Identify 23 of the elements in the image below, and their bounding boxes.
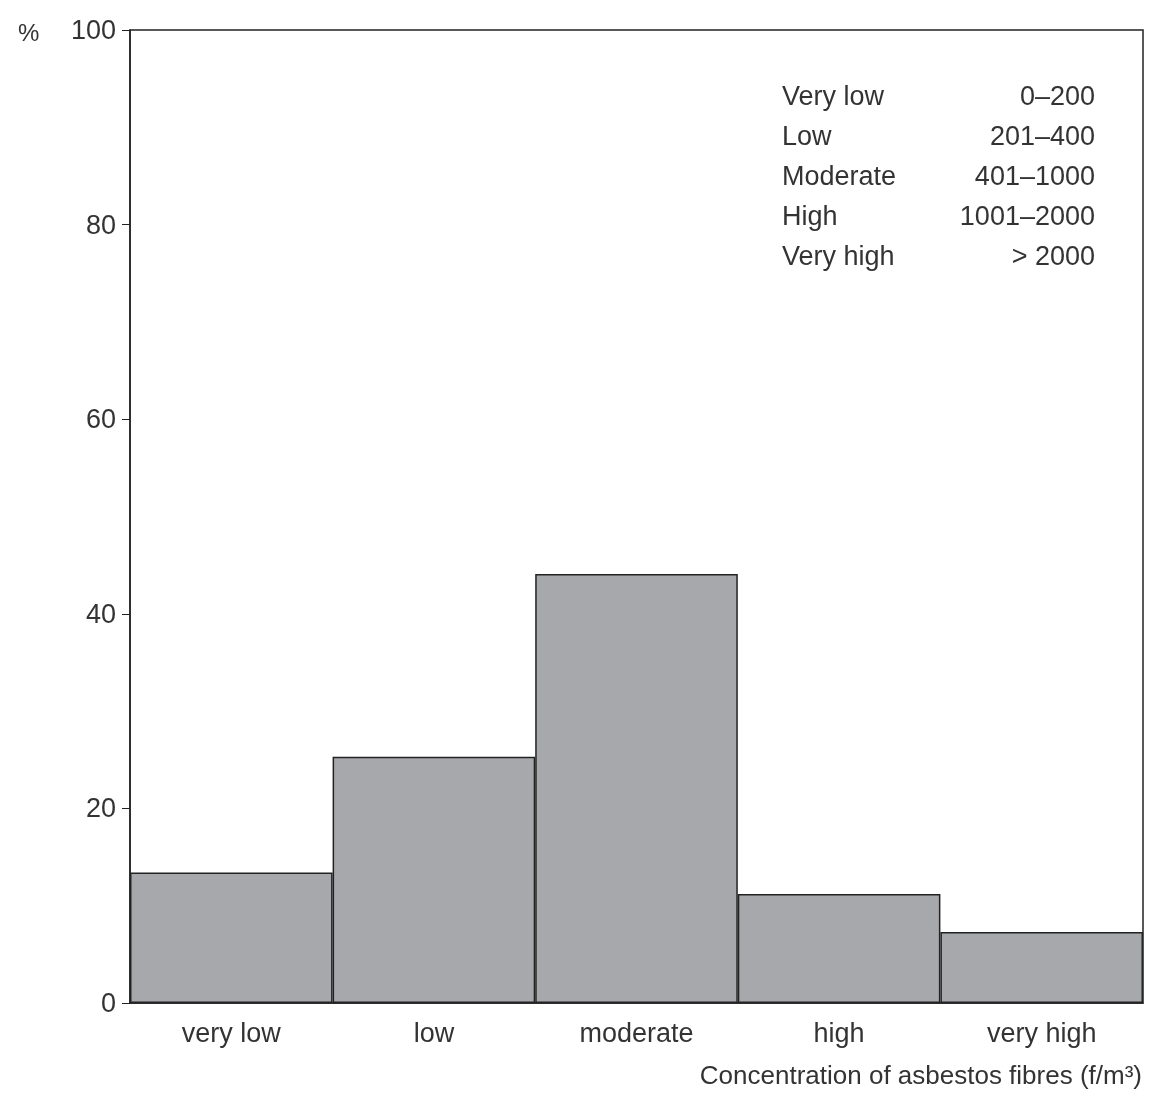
x-axis-title: Concentration of asbestos fibres (f/m³): [699, 1060, 1143, 1090]
y-tick-label: 100: [70, 15, 116, 45]
annotation: 201–400: [989, 120, 1095, 151]
annotation: Moderate: [782, 160, 897, 191]
y-tick-label: 20: [85, 793, 116, 824]
annotation: > 2000: [1011, 240, 1095, 271]
annotation: Low: [782, 120, 833, 151]
annotation: High: [782, 200, 838, 231]
x-tick-label: very high: [986, 1017, 1097, 1048]
y-tick-label: 80: [85, 209, 116, 240]
y-tick-label: 0: [100, 988, 116, 1018]
annotation: Very low: [782, 80, 885, 111]
y-tick-label: 60: [85, 404, 116, 435]
x-tick-label: high: [813, 1017, 865, 1048]
annotation: 401–1000: [974, 160, 1095, 191]
x-tick-label: moderate: [579, 1017, 694, 1048]
y-tick-label: 40: [85, 598, 116, 629]
y-axis-title: %: [18, 18, 40, 46]
x-tick-label: very low: [181, 1017, 282, 1048]
annotation: 1001–2000: [959, 200, 1095, 231]
annotation: Very high: [782, 240, 895, 271]
x-tick-label: low: [413, 1017, 455, 1048]
annotation: 0–200: [1019, 80, 1095, 111]
